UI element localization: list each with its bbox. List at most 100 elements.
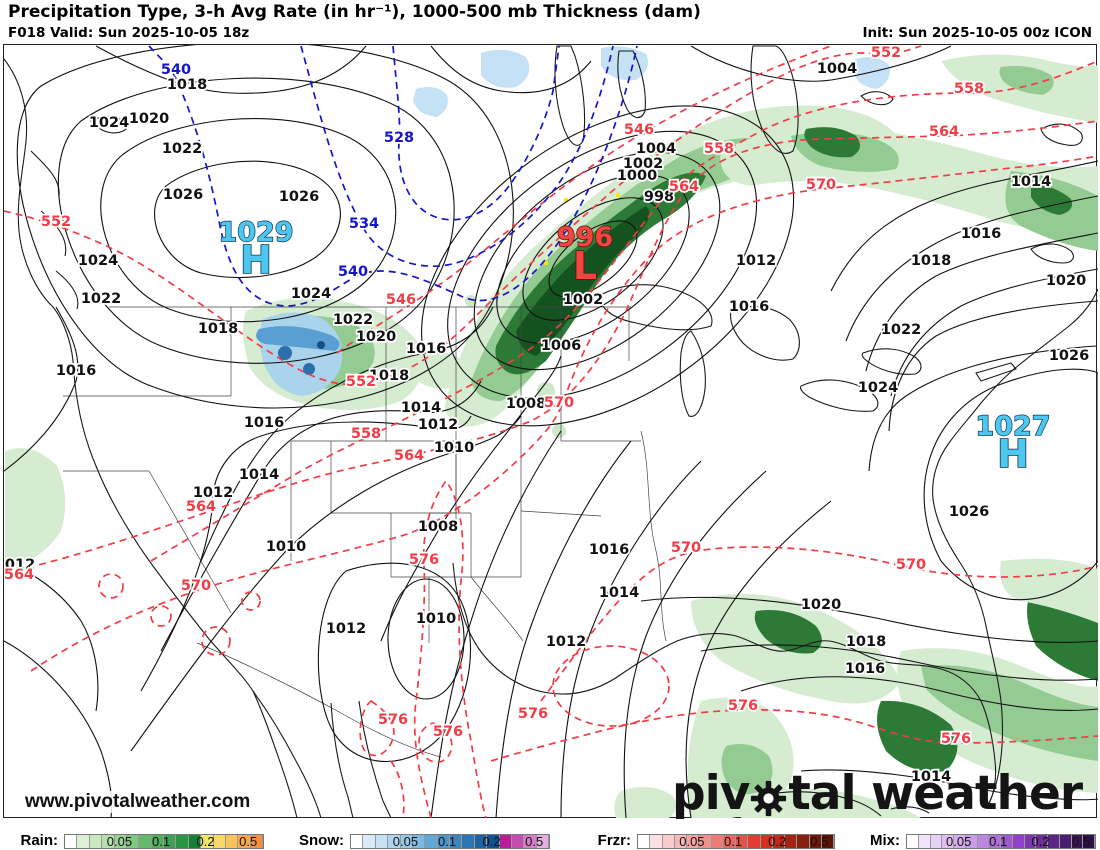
svg-text:552: 552 (346, 374, 376, 390)
legend-swatch (699, 835, 712, 848)
legend-swatch (1048, 835, 1060, 848)
legend-swatch (809, 835, 822, 848)
precip-shading (5, 46, 1098, 818)
svg-text:570: 570 (806, 177, 836, 193)
legend-swatch (1012, 835, 1025, 848)
legend-tick: 0.5 (1071, 834, 1090, 849)
svg-text:1022: 1022 (162, 141, 202, 157)
legend-label: Snow: (299, 832, 344, 849)
legend-swatch (524, 835, 537, 848)
svg-text:1016: 1016 (845, 661, 885, 677)
legend-swatch (821, 835, 834, 848)
legend-swatch (674, 835, 687, 848)
legend-swatch (511, 835, 525, 848)
legend-swatch (89, 835, 103, 848)
svg-text:1024: 1024 (78, 253, 118, 269)
svg-text:1012: 1012 (4, 557, 35, 573)
svg-text:558: 558 (351, 426, 381, 442)
gear-icon (750, 778, 787, 817)
svg-text:570: 570 (671, 540, 701, 556)
legend-colorbar: 0.05 0.1 0.2 0.5 (64, 834, 264, 849)
legend-tick: 0.2 (1031, 834, 1050, 849)
high-pressure-marker: 1027 (975, 411, 1050, 442)
legend-swatch (687, 835, 700, 848)
svg-text:1010: 1010 (434, 440, 474, 456)
svg-text:1006: 1006 (541, 338, 581, 354)
legend-swatch (907, 835, 919, 848)
legend-group-rain: Rain: 0.05 0.1 0.2 0.5 (0, 818, 1100, 850)
legend-tick: 0.2 (482, 834, 501, 849)
svg-text:1016: 1016 (589, 542, 629, 558)
high-pressure-marker: 1029 (218, 217, 293, 248)
valid-time-label: F018 Valid: Sun 2025-10-05 18z (8, 25, 250, 41)
legend-swatch (638, 835, 651, 848)
svg-text:1010: 1010 (416, 611, 456, 627)
coastlines (4, 45, 1098, 819)
legend-swatch (965, 835, 978, 848)
legend-swatch (375, 835, 389, 848)
svg-text:576: 576 (433, 724, 463, 740)
legend-swatch (1059, 835, 1072, 848)
svg-text:558: 558 (954, 81, 984, 97)
legend-swatch (412, 835, 426, 848)
svg-text:L: L (573, 244, 597, 288)
legend-swatch (918, 835, 931, 848)
legend-swatch (351, 835, 364, 848)
legend-swatch (711, 835, 724, 848)
legend-group-frzr: Frzr: 0.05 0.1 0.2 0.5 (0, 818, 1100, 850)
svg-text:1002: 1002 (563, 292, 603, 308)
legend-swatch (363, 835, 376, 848)
legend-tick: 0.1 (989, 834, 1008, 849)
legend-tick: 0.05 (946, 834, 972, 849)
legend-swatch (77, 835, 90, 848)
svg-text:1022: 1022 (333, 312, 373, 328)
legend-swatch (250, 835, 263, 848)
svg-text:1020: 1020 (129, 111, 169, 127)
legend-swatch (772, 835, 785, 848)
svg-text:1010: 1010 (266, 539, 306, 555)
svg-text:564: 564 (394, 448, 424, 464)
legend-group-mix: Mix: 0.05 0.1 0.2 0.5 (0, 818, 1100, 850)
legend-tick: 0.05 (392, 834, 419, 849)
legend-swatch (723, 835, 736, 848)
low-pressure-marker: 996 (557, 222, 613, 253)
legend-swatch (954, 835, 966, 848)
legend-swatch (650, 835, 663, 848)
svg-text:1004: 1004 (817, 61, 857, 77)
legend-swatch (474, 835, 488, 848)
legend-swatch (1071, 835, 1084, 848)
legend-swatch (225, 835, 239, 848)
svg-text:1014: 1014 (599, 585, 639, 601)
svg-text:570: 570 (896, 557, 926, 573)
svg-text:552: 552 (41, 214, 71, 230)
svg-text:552: 552 (871, 45, 901, 61)
isobar-contours (4, 45, 1098, 819)
legend-tick: 0.1 (151, 834, 171, 849)
legend-colorbar: 0.05 0.1 0.2 0.5 (637, 834, 835, 849)
weather-map: 1018 1020 1024 1022 1026 1026 1024 1022 1024 1022… (3, 44, 1098, 819)
svg-text:576: 576 (941, 731, 971, 747)
legend-label: Frzr: (597, 832, 631, 849)
svg-text:528: 528 (384, 130, 414, 146)
legend-swatch (748, 835, 761, 848)
legend-swatch (1024, 835, 1037, 848)
svg-text:1016: 1016 (961, 226, 1001, 242)
svg-text:1024: 1024 (291, 286, 331, 302)
svg-text:570: 570 (544, 395, 574, 411)
legend-colorbar: 0.05 0.1 0.2 0.5 (350, 834, 550, 849)
svg-text:546: 546 (624, 122, 654, 138)
legend-tick: 0.5 (810, 834, 829, 849)
legend-swatch (139, 835, 152, 848)
svg-text:1012: 1012 (193, 485, 233, 501)
legend-swatch (437, 835, 450, 848)
init-time-label: Init: Sun 2025-10-05 00z ICON (862, 25, 1092, 41)
legend-swatch (164, 835, 177, 848)
svg-text:564: 564 (4, 567, 34, 583)
legend-swatch (977, 835, 990, 848)
svg-text:1012: 1012 (736, 253, 776, 269)
svg-text:1020: 1020 (1046, 273, 1086, 289)
svg-text:576: 576 (728, 698, 758, 714)
svg-text:1016: 1016 (56, 363, 96, 379)
svg-text:1016: 1016 (729, 299, 769, 315)
legend-label: Rain: (20, 832, 59, 849)
